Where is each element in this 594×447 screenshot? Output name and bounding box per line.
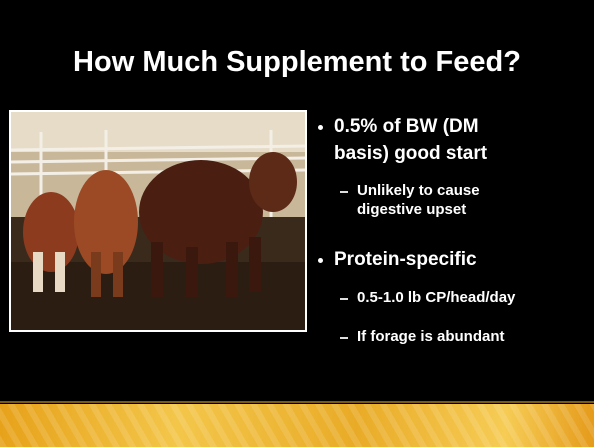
sub-bullet: If forage is abundant — [357, 327, 577, 346]
sub-bullet: Unlikely to cause digestive upset — [357, 181, 527, 219]
bullet: Protein-specific — [334, 246, 564, 273]
bullet-marker — [318, 125, 323, 130]
slide-title: How Much Supplement to Feed? — [0, 46, 594, 79]
sub-bullet: 0.5-1.0 lb CP/head/day — [357, 288, 577, 307]
sub-bullet-marker — [340, 191, 348, 193]
cattle-photo — [9, 110, 307, 332]
sub-bullet-marker — [340, 298, 348, 300]
bullet: 0.5% of BW (DM basis) good start — [334, 113, 509, 167]
slide: How Much Supplement to Feed? 0.5% of BW … — [0, 0, 594, 447]
footer-line — [0, 401, 594, 403]
sub-bullet-marker — [340, 337, 348, 339]
bullet-marker — [318, 258, 323, 263]
footer-strip — [0, 404, 594, 447]
